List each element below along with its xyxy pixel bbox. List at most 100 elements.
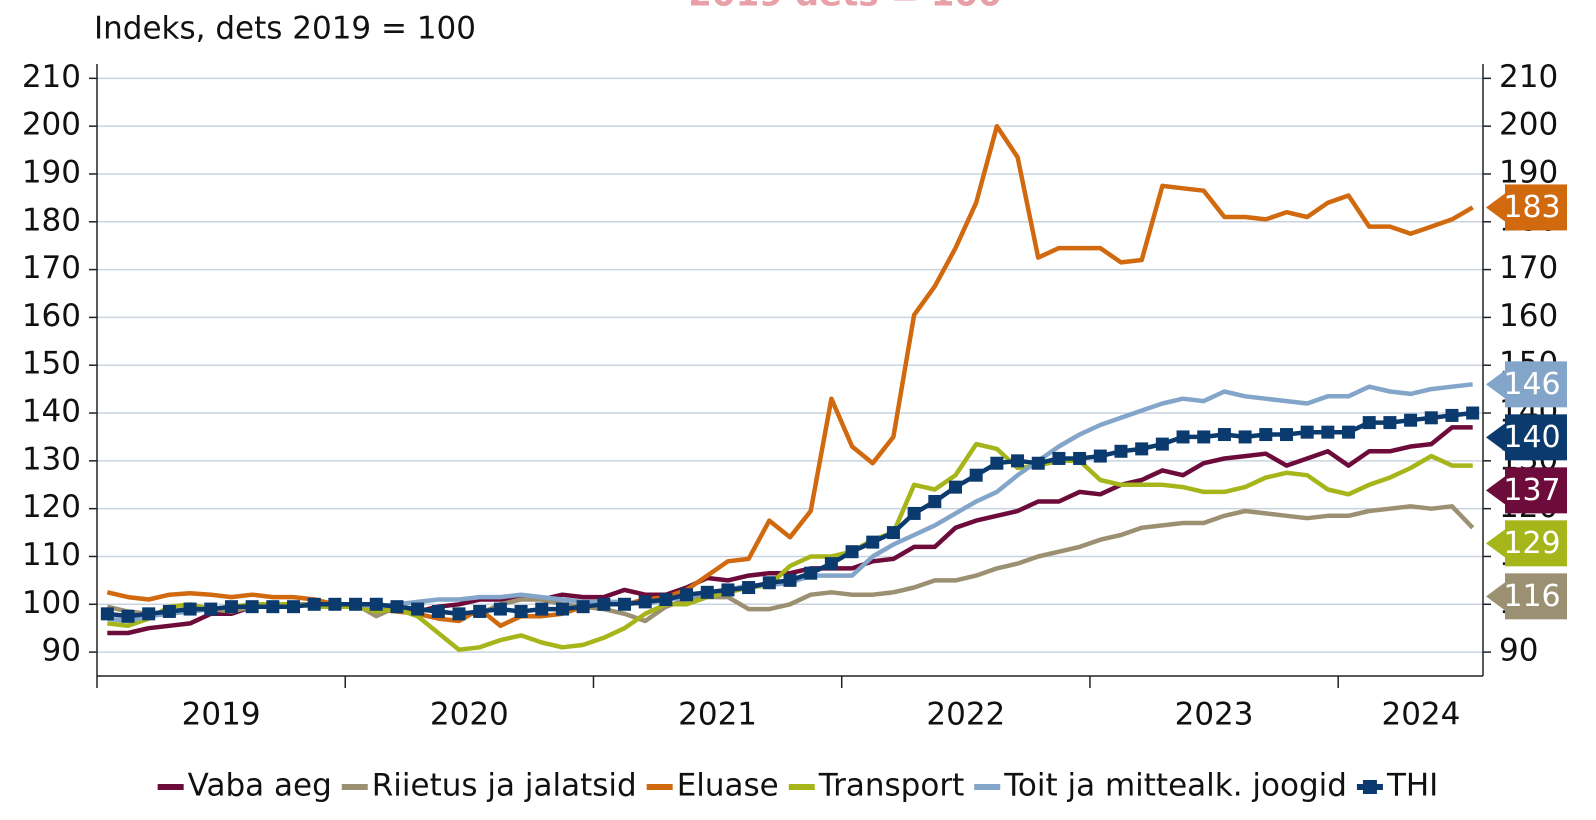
y-tick-label: 140 [22,394,81,430]
end-value-tag-pointer [1486,370,1505,399]
point-marker [1321,425,1335,439]
point-marker [1093,449,1107,463]
point-marker [762,576,776,590]
end-value-label: 146 [1503,367,1560,402]
end-value-tag: 183 [1486,184,1567,231]
point-marker [287,600,301,614]
point-marker [969,468,983,482]
point-marker [845,545,859,559]
y-tick-label: 130 [22,441,81,477]
point-marker [1155,437,1169,451]
y-tick-label: 200 [22,107,81,143]
x-tick-label: 2022 [926,697,1005,733]
point-marker [162,604,176,618]
point-marker [1052,451,1066,465]
point-marker [1383,416,1397,430]
y-tick-label: 170 [22,250,81,286]
point-marker [1073,451,1087,465]
point-marker [907,506,921,520]
point-marker [245,600,259,614]
legend-marker [1362,780,1377,794]
point-marker [1342,425,1356,439]
point-marker [804,566,818,580]
legend-label: Vaba aeg [188,768,332,804]
point-marker [100,607,114,621]
y2-tick-label: 160 [1499,298,1558,334]
point-marker [183,602,197,616]
x-tick-label: 2019 [182,697,261,733]
y-tick-label: 100 [22,585,81,621]
point-marker [121,609,135,623]
point-marker [535,602,549,616]
point-marker [1217,428,1231,442]
end-value-tag-box [1505,573,1567,620]
series-line [107,441,1473,652]
point-marker [1300,425,1314,439]
point-marker [1031,456,1045,470]
point-marker [742,581,756,595]
point-marker [1238,430,1252,444]
point-marker [452,607,466,621]
y-axis-label: Indeks, dets 2019 = 100 [94,11,476,47]
point-marker [948,480,962,494]
point-marker [990,456,1004,470]
y-tick-label: 90 [42,633,81,669]
point-marker [638,595,652,609]
point-marker [204,602,218,616]
y-tick-label: 160 [22,298,81,334]
point-marker [783,573,797,587]
y2-tick-label: 170 [1499,250,1558,286]
end-value-tag-pointer [1486,423,1505,452]
y2-tick-label: 90 [1499,633,1538,669]
point-marker [493,602,507,616]
legend-label: Eluase [677,768,779,804]
point-marker [266,600,280,614]
point-marker [411,602,425,616]
point-marker [390,600,404,614]
y-tick-label: 180 [22,202,81,238]
x-tick-label: 2023 [1175,697,1254,733]
point-marker [824,557,838,571]
point-marker [307,597,321,611]
point-marker [866,535,880,549]
end-value-label: 183 [1503,190,1560,225]
end-value-label: 129 [1503,526,1560,561]
point-marker [618,597,632,611]
point-marker [473,604,487,618]
point-marker [431,604,445,618]
point-marker [142,607,156,621]
end-value-tag: 146 [1486,361,1567,408]
point-marker [224,600,238,614]
point-marker [1466,406,1480,420]
point-marker [680,588,694,602]
end-value-tag-pointer [1486,193,1505,222]
point-marker [659,593,673,606]
chart-title: 2019 dets = 100 [688,0,1002,15]
legend-label: Toit ja mittealk. joogid [1003,768,1347,804]
point-marker [576,600,590,614]
legend-label: Transport [818,768,964,804]
point-marker [1279,428,1293,442]
y2-tick-label: 200 [1499,107,1558,143]
point-marker [1424,411,1438,425]
x-tick-label: 2021 [678,697,757,733]
end-value-tag-box [1505,467,1567,514]
legend: Vaba aeg Riietus ja jalatsid Eluase Transpo… [157,768,1438,804]
point-marker [1404,413,1418,427]
point-marker [555,602,569,616]
legend-label: Riietus ja jalatsid [372,768,637,804]
point-marker [369,597,383,611]
point-marker [1362,416,1376,430]
end-value-tag-pointer [1486,529,1505,558]
legend-label: THI [1386,768,1438,804]
point-marker [1011,454,1025,468]
point-marker [1445,408,1459,422]
y-tick-label: 110 [22,537,81,573]
end-value-tag: 140 [1486,414,1567,461]
end-value-label: 140 [1503,420,1560,455]
y2-tick-label: 210 [1499,59,1558,95]
end-value-label: 137 [1503,473,1560,508]
end-value-tag-pointer [1486,582,1505,611]
x-tick-label: 2020 [430,697,509,733]
